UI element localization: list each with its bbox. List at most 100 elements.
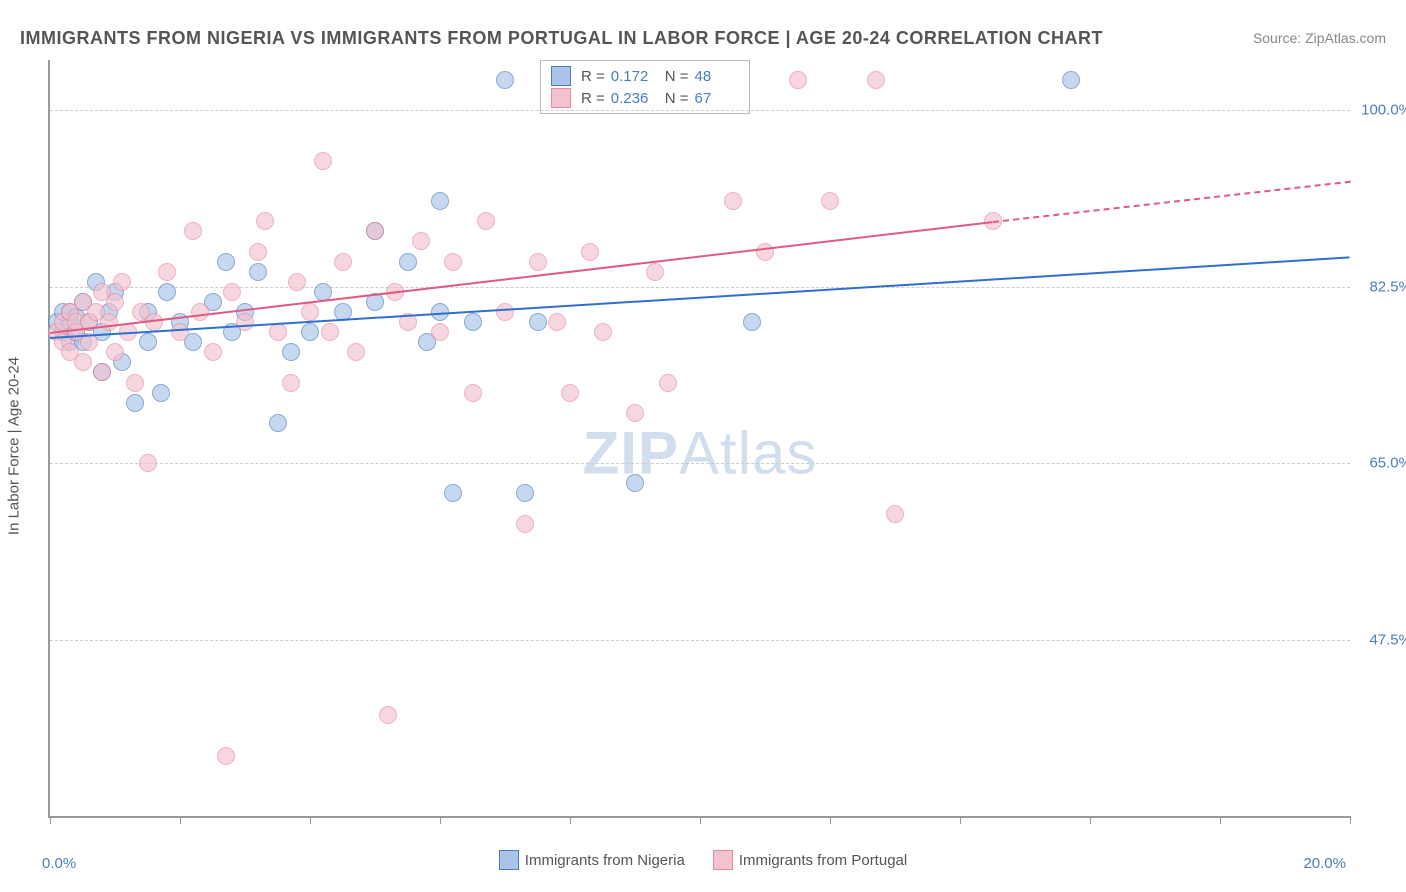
scatter-point xyxy=(334,253,352,271)
scatter-point xyxy=(529,313,547,331)
scatter-point xyxy=(249,263,267,281)
scatter-point xyxy=(529,253,547,271)
scatter-point xyxy=(126,394,144,412)
scatter-point xyxy=(594,323,612,341)
scatter-point xyxy=(191,303,209,321)
chart-title: IMMIGRANTS FROM NIGERIA VS IMMIGRANTS FR… xyxy=(20,28,1103,49)
x-tick xyxy=(960,816,961,824)
n-label: N = xyxy=(665,68,689,85)
scatter-point xyxy=(256,212,274,230)
scatter-point xyxy=(496,71,514,89)
watermark-light: Atlas xyxy=(679,420,817,487)
y-axis-label: In Labor Force | Age 20-24 xyxy=(6,357,23,535)
scatter-point xyxy=(724,192,742,210)
trend-line xyxy=(992,181,1350,223)
r-label: R = xyxy=(581,68,605,85)
scatter-point xyxy=(288,273,306,291)
scatter-point xyxy=(516,484,534,502)
scatter-point xyxy=(93,363,111,381)
r-value: 0.236 xyxy=(611,90,655,107)
legend-item: Immigrants from Nigeria xyxy=(499,850,685,870)
x-tick xyxy=(830,816,831,824)
scatter-point xyxy=(282,374,300,392)
watermark: ZIPAtlas xyxy=(583,419,818,488)
scatter-point xyxy=(444,253,462,271)
x-tick xyxy=(310,816,311,824)
scatter-point xyxy=(399,253,417,271)
scatter-point xyxy=(314,152,332,170)
scatter-point xyxy=(646,263,664,281)
scatter-point xyxy=(516,515,534,533)
scatter-point xyxy=(1062,71,1080,89)
y-tick-label: 100.0% xyxy=(1356,102,1406,119)
scatter-point xyxy=(548,313,566,331)
gridline xyxy=(50,110,1350,111)
scatter-point xyxy=(743,313,761,331)
scatter-point xyxy=(204,343,222,361)
chart-container: IMMIGRANTS FROM NIGERIA VS IMMIGRANTS FR… xyxy=(0,0,1406,892)
legend-series: Immigrants from Nigeria Immigrants from P… xyxy=(0,850,1406,874)
scatter-point xyxy=(626,404,644,422)
scatter-point xyxy=(659,374,677,392)
scatter-point xyxy=(321,323,339,341)
scatter-point xyxy=(217,747,235,765)
scatter-point xyxy=(158,283,176,301)
x-tick xyxy=(50,816,51,824)
scatter-point xyxy=(217,253,235,271)
scatter-point xyxy=(152,384,170,402)
scatter-point xyxy=(444,484,462,502)
n-value: 48 xyxy=(695,68,739,85)
scatter-point xyxy=(561,384,579,402)
scatter-point xyxy=(301,323,319,341)
scatter-point xyxy=(126,374,144,392)
source-attribution: Source: ZipAtlas.com xyxy=(1253,30,1386,46)
legend-label: Immigrants from Portugal xyxy=(739,852,907,869)
scatter-point xyxy=(886,505,904,523)
scatter-point xyxy=(431,323,449,341)
x-tick xyxy=(1090,816,1091,824)
scatter-point xyxy=(821,192,839,210)
legend-stat-row: R =0.172N =48 xyxy=(551,65,739,87)
scatter-point xyxy=(347,343,365,361)
scatter-point xyxy=(301,303,319,321)
x-tick xyxy=(570,816,571,824)
scatter-point xyxy=(269,323,287,341)
scatter-point xyxy=(100,313,118,331)
scatter-point xyxy=(431,192,449,210)
x-tick xyxy=(1350,816,1351,824)
trend-line xyxy=(50,257,1350,340)
gridline xyxy=(50,640,1350,641)
scatter-point xyxy=(223,283,241,301)
scatter-point xyxy=(171,323,189,341)
legend-swatch xyxy=(551,88,571,108)
legend-stat-row: R =0.236N =67 xyxy=(551,87,739,109)
scatter-point xyxy=(139,333,157,351)
scatter-point xyxy=(236,313,254,331)
scatter-point xyxy=(113,273,131,291)
y-tick-label: 47.5% xyxy=(1356,631,1406,648)
scatter-point xyxy=(412,232,430,250)
scatter-point xyxy=(106,343,124,361)
scatter-point xyxy=(464,313,482,331)
scatter-point xyxy=(249,243,267,261)
scatter-point xyxy=(282,343,300,361)
legend-item: Immigrants from Portugal xyxy=(713,850,907,870)
gridline xyxy=(50,287,1350,288)
scatter-point xyxy=(269,414,287,432)
scatter-point xyxy=(139,454,157,472)
scatter-point xyxy=(379,706,397,724)
scatter-point xyxy=(626,474,644,492)
legend-swatch xyxy=(499,850,519,870)
legend-label: Immigrants from Nigeria xyxy=(525,852,685,869)
plot-area: ZIPAtlas R =0.172N =48R =0.236N =67 47.5… xyxy=(48,60,1350,818)
x-tick xyxy=(180,816,181,824)
x-tick xyxy=(700,816,701,824)
n-value: 67 xyxy=(695,90,739,107)
scatter-point xyxy=(867,71,885,89)
gridline xyxy=(50,463,1350,464)
x-tick xyxy=(1220,816,1221,824)
scatter-point xyxy=(366,222,384,240)
scatter-point xyxy=(158,263,176,281)
legend-stats: R =0.172N =48R =0.236N =67 xyxy=(540,60,750,114)
scatter-point xyxy=(496,303,514,321)
